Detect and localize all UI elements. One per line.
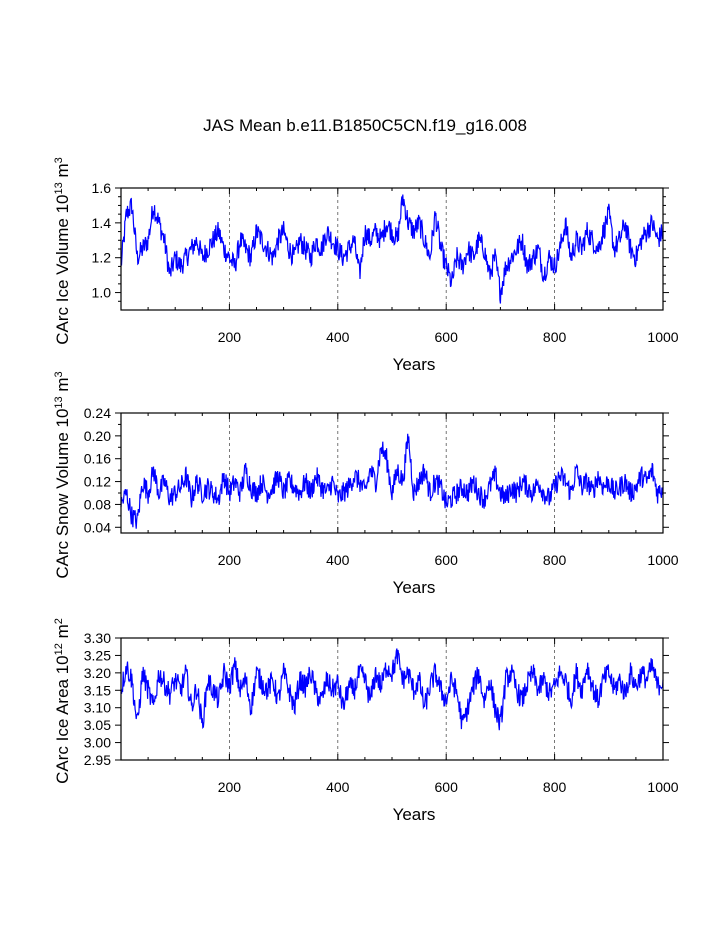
figure-title: JAS Mean b.e11.B1850C5CN.f19_g16.008 <box>203 116 527 135</box>
x-tick-label: 400 <box>326 779 350 795</box>
y-tick-label: 1.6 <box>92 180 112 196</box>
series-line <box>120 433 664 529</box>
y-axis-label: CArc Ice Area 1012 m2 <box>53 618 72 784</box>
series-line <box>120 648 664 731</box>
y-axis-label: CArc Snow Volume 1013 m3 <box>53 371 72 578</box>
y-tick-label: 2.95 <box>84 752 111 768</box>
x-axis-label: Years <box>393 805 436 824</box>
y-tick-label: 3.00 <box>84 735 111 751</box>
y-tick-label: 0.16 <box>84 451 111 467</box>
y-tick-label: 3.30 <box>84 630 111 646</box>
x-tick-label: 800 <box>543 552 567 568</box>
panel-ice-area: 200 400 600 800 1000 2.953.00 3.053.10 3.153.20… <box>53 618 679 824</box>
y-tick-label: 1.4 <box>92 215 112 231</box>
y-tick-label: 0.04 <box>84 519 111 535</box>
x-tick-label: 600 <box>435 329 459 345</box>
y-tick-label: 0.20 <box>84 428 111 444</box>
x-tick-label: 600 <box>435 779 459 795</box>
x-tick-label: 1000 <box>647 552 678 568</box>
y-tick-label: 0.12 <box>84 474 111 490</box>
x-tick-label: 600 <box>435 552 459 568</box>
panel-ice-volume: 200 400 600 800 1000 1.0 1.2 1.4 1.6 Years CArc Ic… <box>53 157 679 374</box>
y-tick-label: 1.0 <box>92 285 112 301</box>
x-tick-label: 1000 <box>647 779 678 795</box>
y-tick-label: 0.24 <box>84 405 111 421</box>
y-tick-label: 1.2 <box>92 250 112 266</box>
y-tick-label: 3.05 <box>84 717 111 733</box>
x-tick-label: 400 <box>326 552 350 568</box>
series-line <box>120 194 664 304</box>
x-tick-label: 200 <box>218 329 242 345</box>
x-axis-label: Years <box>393 355 436 374</box>
plot-frame <box>120 412 664 534</box>
x-tick-label: 1000 <box>647 329 678 345</box>
y-tick-label: 3.25 <box>84 647 111 663</box>
y-tick-label: 3.15 <box>84 682 111 698</box>
x-tick-label: 200 <box>218 779 242 795</box>
y-axis-label: CArc Ice Volume 1013 m3 <box>53 157 72 345</box>
x-tick-label: 800 <box>543 779 567 795</box>
y-tick-label: 3.10 <box>84 700 111 716</box>
x-tick-label: 800 <box>543 329 567 345</box>
x-tick-label: 400 <box>326 329 350 345</box>
y-tick-label: 0.08 <box>84 496 111 512</box>
x-tick-label: 200 <box>218 552 242 568</box>
y-tick-label: 3.20 <box>84 665 111 681</box>
panel-snow-volume: 200 400 600 800 1000 0.04 0.08 0.12 0.16 0.20 0.24… <box>53 371 679 597</box>
x-axis-label: Years <box>393 578 436 597</box>
plot-frame <box>120 637 664 761</box>
